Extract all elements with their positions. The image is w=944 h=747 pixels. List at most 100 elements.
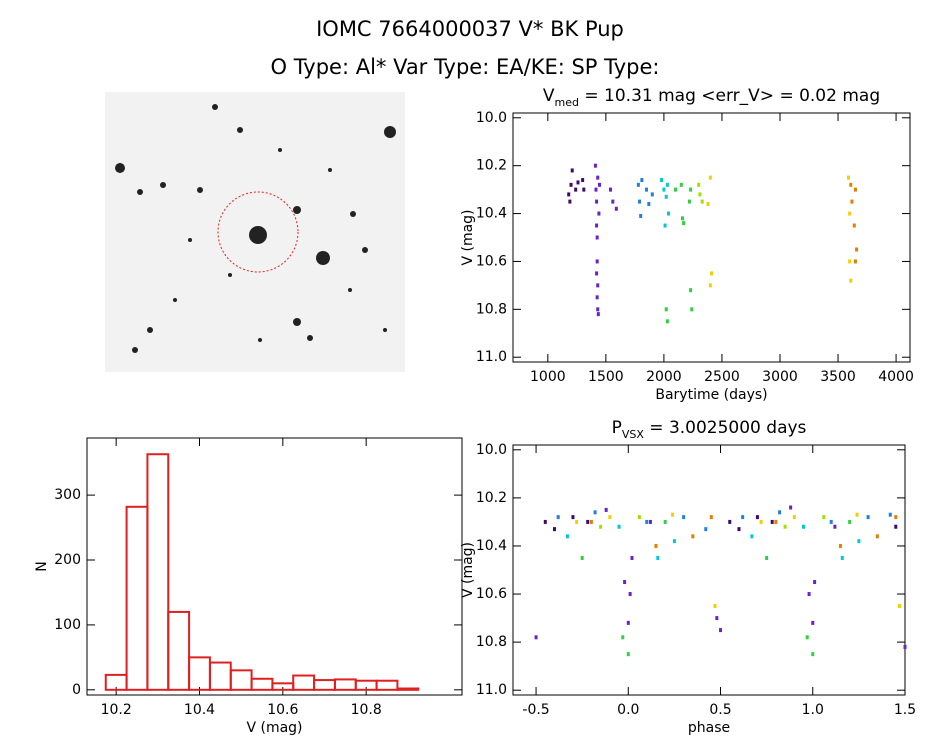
data-point [671,512,675,517]
data-point [770,519,774,524]
data-point [608,515,612,520]
x-tick-label: 10.8 [351,702,382,718]
data-point [599,524,603,529]
data-point [609,187,613,192]
data-point [568,199,572,204]
y-axis-label: V (mag) [460,209,476,265]
data-point [789,505,793,510]
data-point [589,519,593,524]
data-point [575,519,579,524]
data-point [626,652,630,657]
y-tick-label: 11.0 [476,349,507,365]
data-point [802,524,806,529]
data-point [822,515,826,520]
data-point [645,519,649,524]
data-point [650,192,654,197]
data-point [853,187,857,192]
y-tick-label: 11.0 [476,682,507,698]
data-point [894,515,898,520]
data-point [586,519,590,524]
data-point [604,507,608,512]
y-tick-label: 10.4 [476,206,507,222]
data-point [903,644,907,649]
data-point [648,519,652,524]
data-point [674,187,678,192]
data-point [792,515,796,520]
data-point [698,192,702,197]
x-tick-label: 2000 [646,369,682,385]
data-point [805,635,809,640]
data-point [709,515,713,520]
plot-title: PVSX = 3.0025000 days [612,418,807,441]
data-point [708,175,712,180]
data-point [580,555,584,560]
x-tick-label: 10.6 [267,702,298,718]
data-point [595,223,599,228]
data-point [774,519,778,524]
data-point [866,515,870,520]
data-point [888,512,892,517]
y-tick-label: 10.0 [476,110,507,126]
data-point [700,199,704,204]
data-point [596,283,600,288]
data-point [765,555,769,560]
histogram-bar [375,679,399,691]
histogram-bar [167,610,191,691]
data-point [741,515,745,520]
data-point [565,534,569,539]
data-point [833,524,837,529]
title-main: P [612,418,622,438]
data-point [750,534,754,539]
data-point [581,178,585,183]
x-tick-label: 0.0 [617,702,639,718]
data-point [846,175,850,180]
title-rest: = 3.0025000 days [644,418,807,438]
data-point [783,524,787,529]
data-point [689,187,693,192]
data-point [704,527,708,532]
data-point [811,652,815,657]
data-point [614,206,618,211]
y-tick-label: 200 [54,552,81,568]
data-point [759,519,763,524]
data-point [715,616,719,621]
x-tick-label: -0.5 [522,702,549,718]
data-point [636,182,640,187]
data-point [595,271,599,276]
data-point [654,543,658,548]
x-tick-label: 0.5 [709,702,731,718]
data-point [680,216,684,221]
x-tick-label: 1000 [530,369,566,385]
y-axis-label: V (mag) [460,542,476,598]
y-tick-label: 10.6 [476,253,507,269]
x-tick-label: 4000 [878,369,914,385]
data-point [595,259,599,264]
data-point [857,539,861,544]
data-point [829,519,833,524]
data-point [621,635,625,640]
x-tick-label: 10.2 [101,702,132,718]
y-tick-label: 10.8 [476,634,507,650]
data-point [838,543,842,548]
data-point [656,555,660,560]
data-point [640,178,644,183]
x-tick-label: 3500 [820,369,856,385]
data-point [665,182,669,187]
data-point [571,515,575,520]
data-point [617,524,621,529]
data-point [597,211,601,216]
title-sub: med [555,96,579,109]
data-point [660,178,664,183]
data-point [597,182,601,187]
data-point [637,515,641,520]
data-point [639,213,643,218]
plot-title: Vmed = 10.31 mag <err_V> = 0.02 mag [543,86,880,109]
y-tick-label: 0 [72,682,81,698]
data-point [855,247,859,252]
title-rest: = 10.31 mag <err_V> = 0.02 mag [579,86,880,106]
histogram-bar [396,687,420,691]
data-point [667,211,671,216]
data-point [662,187,666,192]
x-axis-label: V (mag) [246,720,302,736]
data-point [755,515,759,520]
